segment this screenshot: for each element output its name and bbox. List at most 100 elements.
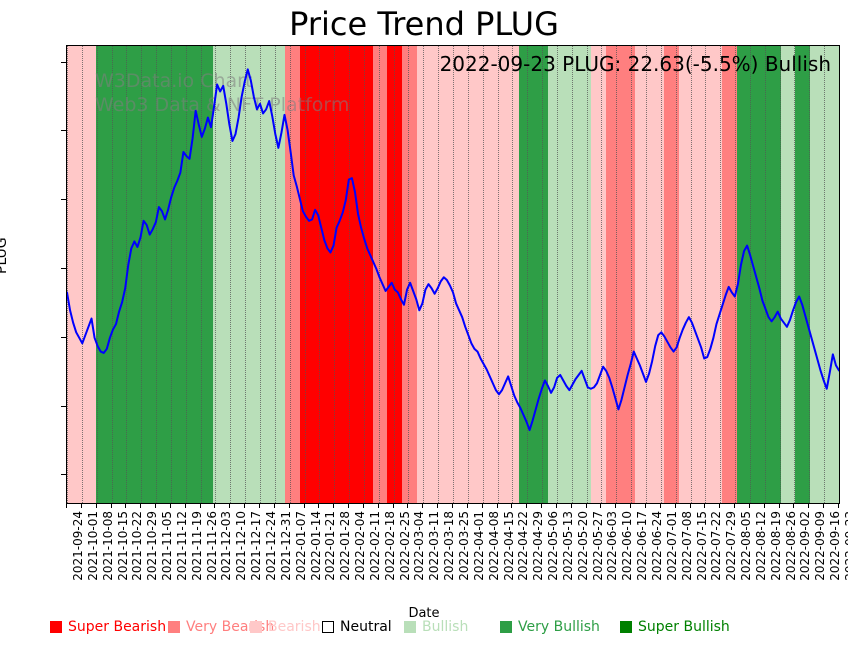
gridline (586, 46, 588, 503)
x-tick-label: 2021-12-03 (219, 511, 234, 581)
legend-swatch-icon (404, 621, 416, 633)
x-tick-label: 2022-04-08 (486, 511, 501, 581)
x-tick-label: 2021-09-24 (71, 511, 85, 581)
legend-item[interactable]: Very Bullish (500, 619, 600, 635)
x-tick-mark (259, 503, 260, 508)
gridline (67, 46, 68, 503)
gridline (735, 46, 737, 503)
x-tick-label: 2021-10-29 (145, 511, 160, 581)
x-tick-mark (169, 503, 171, 508)
gridline (646, 46, 647, 503)
legend-label: Very Bullish (518, 619, 600, 635)
gridline (720, 46, 722, 503)
sentiment-band (576, 46, 592, 503)
x-tick-label: 2022-08-19 (768, 511, 783, 581)
gridline (141, 46, 143, 503)
gridline (467, 46, 469, 503)
x-tick-label: 2021-11-19 (189, 511, 204, 581)
x-tick-mark (95, 503, 97, 508)
gridline (363, 46, 365, 503)
gridline (660, 46, 662, 503)
x-tick-label: 2021-12-10 (234, 511, 249, 581)
x-tick-label: 2022-09-09 (813, 511, 828, 581)
gridline (289, 46, 291, 503)
gridlines-layer (67, 46, 839, 503)
sentiment-band (270, 46, 287, 503)
gridline (408, 46, 410, 503)
gridline (230, 46, 232, 503)
plot-area[interactable]: W3Data.io Chart Web3 Data & NFT Platform… (66, 45, 840, 504)
x-tick-label: 2022-07-15 (694, 511, 709, 581)
x-tick-mark (199, 503, 201, 508)
x-tick-mark (481, 503, 483, 508)
sentiment-band (547, 46, 563, 503)
x-tick-label: 2021-12-24 (264, 511, 278, 581)
x-axis-title: Date (408, 606, 440, 621)
price-line-layer (67, 46, 839, 503)
x-tick-mark (526, 503, 528, 508)
x-tick-mark (407, 503, 409, 508)
x-tick-mark (140, 503, 142, 508)
sentiment-band (372, 46, 389, 503)
legend-item[interactable]: Super Bearish (50, 619, 166, 635)
x-tick-mark (674, 503, 676, 508)
x-tick-label: 2022-02-11 (367, 511, 382, 581)
x-tick-mark (125, 503, 127, 508)
sentiment-band (751, 46, 767, 503)
sentiment-band (737, 46, 753, 503)
sentiment-band (387, 46, 403, 503)
x-tick-mark (377, 503, 379, 508)
legend-label: Super Bullish (638, 619, 730, 635)
x-tick-label: 2022-05-13 (560, 511, 575, 581)
x-tick-label: 2022-09-23 (843, 511, 848, 581)
gridline (438, 46, 440, 503)
x-tick-mark (155, 503, 157, 508)
legend-item[interactable]: Super Bullish (620, 619, 730, 635)
x-tick-mark (763, 503, 765, 508)
y-axis-title: PLUG (0, 237, 10, 274)
x-tick-label: 2022-05-20 (575, 511, 590, 581)
gridline (453, 46, 454, 503)
legend-item[interactable]: Bullish (404, 619, 468, 635)
x-tick-mark (273, 503, 275, 508)
gridline (304, 46, 306, 503)
x-tick-label: 2022-06-17 (635, 511, 650, 581)
x-tick-label: 2021-11-12 (174, 511, 189, 581)
x-tick-mark (704, 503, 706, 508)
sentiment-band (503, 46, 520, 503)
x-tick-mark (748, 503, 750, 508)
x-tick-label: 2022-09-02 (798, 511, 813, 581)
x-tick-label: 2021-11-26 (204, 511, 219, 581)
x-tick-mark (600, 503, 602, 508)
x-tick-label: 2022-09-16 (828, 511, 843, 581)
sentiment-band (358, 46, 374, 503)
sentiment-band (591, 46, 607, 503)
x-tick-mark (184, 503, 186, 508)
sentiment-band (693, 46, 709, 503)
x-tick-mark (838, 503, 839, 508)
x-tick-mark (214, 503, 216, 508)
sentiment-band (824, 46, 839, 503)
gridline (260, 46, 261, 503)
x-tick-label: 2022-01-14 (308, 511, 323, 581)
gridline (794, 46, 796, 503)
x-tick-label: 2022-03-18 (442, 511, 457, 581)
sentiment-band (605, 46, 622, 503)
gridline (185, 46, 187, 503)
x-tick-mark (80, 503, 82, 508)
sentiment-band (198, 46, 214, 503)
sentiment-band (314, 46, 330, 503)
gridline (675, 46, 677, 503)
gridline (556, 46, 558, 503)
legend-swatch-icon (250, 621, 262, 633)
sentiment-band (300, 46, 316, 503)
legend-swatch-icon (168, 621, 180, 633)
x-tick-mark (348, 503, 350, 508)
x-tick-mark (793, 503, 795, 508)
x-tick-mark (689, 503, 691, 508)
sentiment-band (795, 46, 811, 503)
legend-item[interactable]: Neutral (322, 619, 392, 635)
sentiment-band (343, 46, 359, 503)
legend-item[interactable]: Bearish (250, 619, 321, 635)
